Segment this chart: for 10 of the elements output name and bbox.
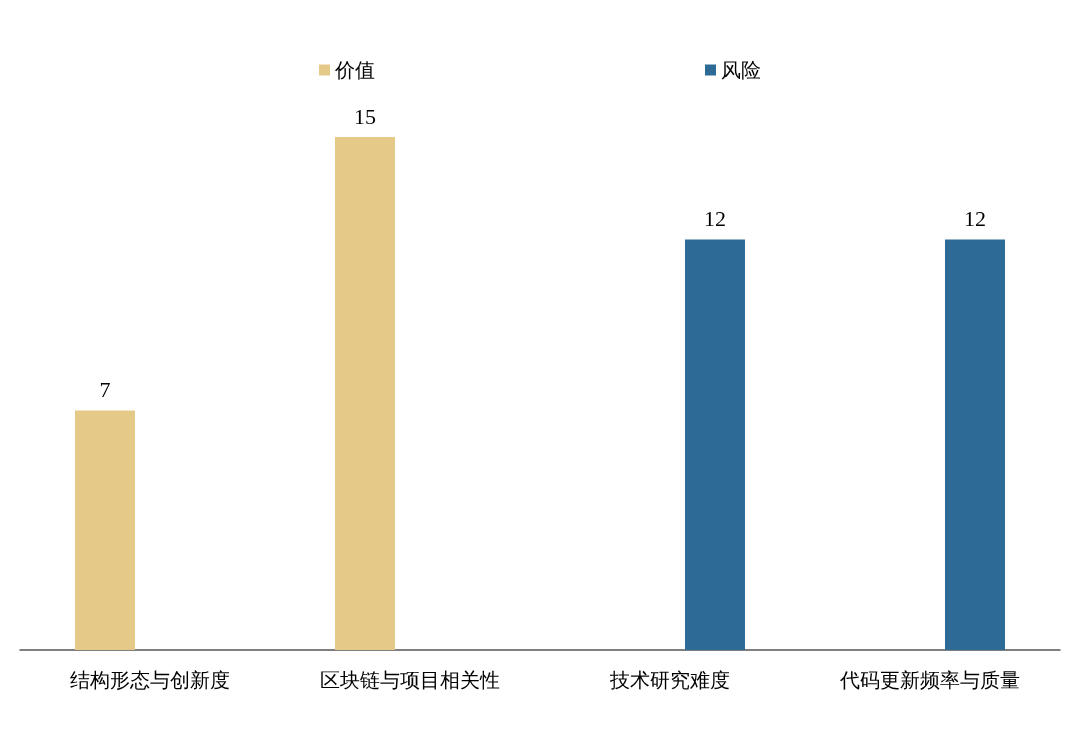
x-tick-label: 技术研究难度 [609, 668, 730, 692]
x-tick-label: 代码更新频率与质量 [839, 668, 1020, 692]
data-label: 12 [704, 206, 726, 232]
x-tick-label: 区块链与项目相关性 [320, 668, 500, 692]
legend-label: 价值 [334, 58, 375, 82]
data-label: 12 [964, 206, 986, 232]
x-tick-label: 结构形态与创新度 [70, 668, 230, 692]
data-label: 15 [354, 103, 376, 129]
legend-label: 风险 [721, 58, 761, 82]
data-label: 7 [99, 377, 111, 403]
